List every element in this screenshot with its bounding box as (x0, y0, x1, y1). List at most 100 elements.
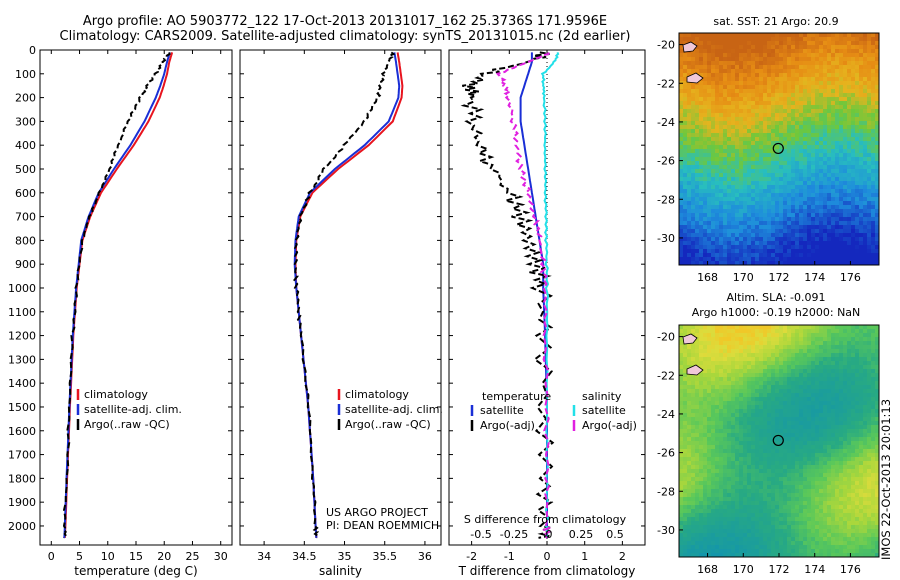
heatmap-cell (819, 225, 824, 230)
heatmap-cell (759, 173, 764, 178)
heatmap-cell (703, 229, 708, 234)
heatmap-cell (735, 241, 740, 246)
heatmap-cell (707, 349, 712, 354)
heatmap-cell (679, 437, 684, 442)
heatmap-cell (827, 361, 832, 366)
heatmap-cell (823, 433, 828, 438)
heatmap-cell (683, 329, 688, 334)
heatmap-cell (775, 233, 780, 238)
heatmap-cell (771, 385, 776, 390)
heatmap-cell (739, 185, 744, 190)
heatmap-cell (703, 469, 708, 474)
heatmap-cell (803, 213, 808, 218)
heatmap-cell (783, 109, 788, 114)
heatmap-cell (863, 97, 868, 102)
heatmap-cell (775, 133, 780, 138)
heatmap-cell (695, 381, 700, 386)
heatmap-cell (695, 397, 700, 402)
x-tick-label: 25 (185, 550, 199, 563)
heatmap-cell (827, 353, 832, 358)
heatmap-cell (735, 181, 740, 186)
heatmap-cell (711, 233, 716, 238)
heatmap-cell (695, 437, 700, 442)
heatmap-cell (759, 417, 764, 422)
heatmap-cell (827, 401, 832, 406)
heatmap-cell (811, 393, 816, 398)
heatmap-cell (859, 417, 864, 422)
heatmap-cell (811, 209, 816, 214)
heatmap-cell (851, 141, 856, 146)
heatmap-cell (747, 229, 752, 234)
heatmap-cell (751, 429, 756, 434)
heatmap-cell (735, 157, 740, 162)
heatmap-cell (679, 41, 684, 46)
plot-title-line2: Climatology: CARS2009. Satellite-adjuste… (59, 29, 631, 44)
heatmap-cell (791, 65, 796, 70)
heatmap-cell (823, 345, 828, 350)
heatmap-cell (755, 349, 760, 354)
heatmap-cell (863, 201, 868, 206)
heatmap-cell (775, 425, 780, 430)
heatmap-cell (715, 61, 720, 66)
heatmap-cell (703, 405, 708, 410)
heatmap-cell (711, 205, 716, 210)
heatmap-cell (875, 257, 880, 262)
heatmap-cell (771, 401, 776, 406)
heatmap-cell (863, 365, 868, 370)
heatmap-cell (767, 53, 772, 58)
heatmap-cell (871, 105, 876, 110)
heatmap-cell (819, 361, 824, 366)
heatmap-cell (791, 53, 796, 58)
heatmap-cell (691, 69, 696, 74)
heatmap-cell (735, 89, 740, 94)
heatmap-cell (719, 465, 724, 470)
heatmap-cell (819, 245, 824, 250)
heatmap-cell (699, 173, 704, 178)
heatmap-cell (827, 405, 832, 410)
heatmap-cell (735, 145, 740, 150)
heatmap-cell (843, 373, 848, 378)
heatmap-cell (807, 397, 812, 402)
heatmap-cell (751, 241, 756, 246)
heatmap-cell (731, 253, 736, 258)
heatmap-cell (839, 153, 844, 158)
heatmap-cell (871, 357, 876, 362)
heatmap-cell (743, 437, 748, 442)
heatmap-cell (847, 209, 852, 214)
heatmap-cell (859, 373, 864, 378)
heatmap-cell (707, 241, 712, 246)
heatmap-cell (839, 377, 844, 382)
heatmap-cell (711, 405, 716, 410)
heatmap-cell (863, 413, 868, 418)
heatmap-cell (767, 453, 772, 458)
heatmap-cell (819, 133, 824, 138)
heatmap-cell (707, 465, 712, 470)
heatmap-cell (839, 353, 844, 358)
heatmap-cell (859, 157, 864, 162)
heatmap-cell (687, 361, 692, 366)
heatmap-cell (711, 157, 716, 162)
heatmap-cell (763, 437, 768, 442)
heatmap-cell (831, 45, 836, 50)
heatmap-cell (831, 229, 836, 234)
heatmap-cell (775, 169, 780, 174)
heatmap-cell (839, 401, 844, 406)
heatmap-cell (835, 441, 840, 446)
heatmap-cell (699, 161, 704, 166)
heatmap-cell (831, 409, 836, 414)
heatmap-cell (863, 401, 868, 406)
heatmap-cell (683, 349, 688, 354)
heatmap-cell (715, 101, 720, 106)
heatmap-cell (767, 241, 772, 246)
heatmap-cell (683, 85, 688, 90)
heatmap-cell (767, 113, 772, 118)
heatmap-cell (735, 161, 740, 166)
heatmap-cell (767, 109, 772, 114)
heatmap-cell (799, 257, 804, 262)
heatmap-cell (803, 49, 808, 54)
heatmap-cell (819, 93, 824, 98)
heatmap-cell (871, 257, 876, 262)
heatmap-cell (727, 393, 732, 398)
heatmap-cell (719, 241, 724, 246)
heatmap-cell (871, 425, 876, 430)
